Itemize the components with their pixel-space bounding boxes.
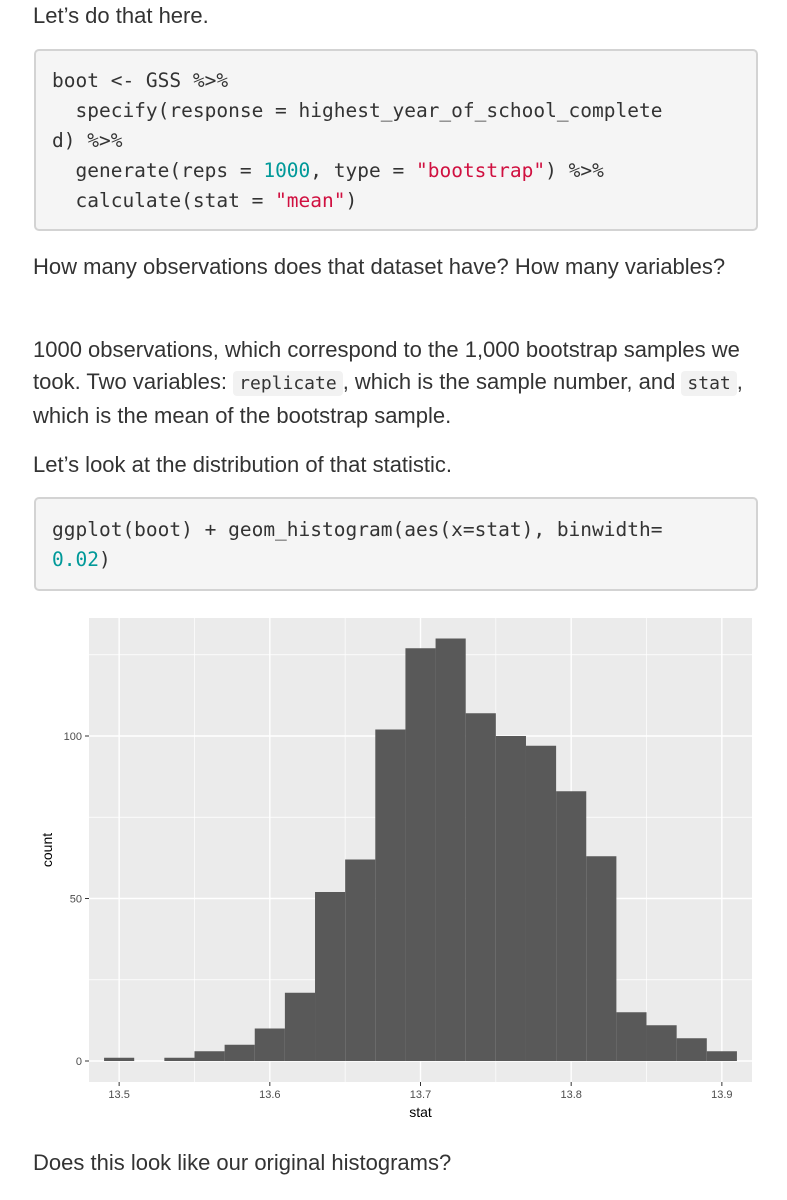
distribution-text: Let’s look at the distribution of that s…	[33, 452, 453, 477]
code-token: generate(reps =	[52, 159, 264, 182]
question-text: How many observations does that dataset …	[33, 254, 726, 279]
code-line: 0.02)	[52, 545, 111, 575]
x-tick-label: 13.7	[410, 1089, 431, 1101]
x-tick-label: 13.5	[108, 1089, 129, 1101]
code-token: calculate(stat =	[52, 189, 276, 212]
histogram-bar	[525, 745, 557, 1061]
histogram-chart: 13.5 13.6 13.7 13.8 13.9 0 50 100 stat count	[39, 618, 752, 1120]
y-axis: 0 50 100	[64, 731, 89, 1068]
answer-text-part: , which is the mean of the bootstrap sam…	[33, 369, 743, 428]
histogram-bar	[375, 729, 406, 1061]
histogram-bar	[556, 791, 587, 1061]
histogram-bar	[224, 1044, 255, 1061]
x-tick-label: 13.8	[560, 1089, 581, 1101]
code-line: ggplot(boot) + geom_histogram(aes(x=stat…	[52, 518, 663, 541]
code-number: 1000	[263, 159, 311, 182]
code-token: , type =	[310, 159, 416, 182]
code-line: generate(reps = 1000, type = "bootstrap"…	[52, 156, 604, 186]
histogram-bar	[495, 736, 526, 1061]
answer-text: 1000 observations, which correspond to t…	[33, 334, 763, 432]
histogram-bar	[676, 1038, 707, 1061]
histogram-bar	[706, 1051, 737, 1061]
code-line: boot <- GSS %>%	[52, 69, 229, 92]
code-string: "bootstrap"	[415, 159, 546, 182]
y-tick-label: 100	[64, 731, 82, 743]
histogram-bar	[616, 1012, 647, 1061]
histogram-bar	[646, 1025, 677, 1061]
inline-code-stat: stat	[681, 371, 737, 396]
code-line: calculate(stat = "mean")	[52, 186, 357, 216]
code-number: 0.02	[52, 548, 99, 571]
x-axis-title: stat	[409, 1104, 432, 1120]
code-line: specify(response = highest_year_of_schoo…	[52, 99, 663, 122]
answer-text-part: , which is the sample number, and	[342, 369, 682, 394]
code-string: "mean"	[275, 189, 346, 212]
code-token: )	[345, 189, 358, 212]
histogram-bar	[315, 892, 346, 1061]
code-token: )	[98, 548, 111, 571]
histogram-bars	[104, 638, 737, 1061]
code-block-ggplot: ggplot(boot) + geom_histogram(aes(x=stat…	[34, 497, 758, 591]
histogram-bar	[284, 992, 316, 1061]
histogram-bar	[586, 856, 617, 1061]
histogram-bar	[435, 638, 466, 1061]
histogram-bar	[194, 1051, 225, 1061]
histogram-bar	[104, 1057, 135, 1061]
code-block-bootstrap: boot <- GSS %>% specify(response = highe…	[34, 49, 758, 231]
y-tick-label: 0	[76, 1056, 82, 1068]
code-line: d) %>%	[52, 129, 123, 152]
histogram-bar	[254, 1028, 285, 1061]
code-token: ) %>%	[545, 159, 604, 182]
answer-text-part: 1000 observations, which correspond to t…	[33, 337, 740, 394]
x-tick-label: 13.9	[711, 1089, 732, 1101]
intro-text: Let’s do that here.	[33, 3, 209, 28]
x-tick-label: 13.6	[259, 1089, 280, 1101]
histogram-bar	[345, 859, 376, 1061]
histogram-bar	[405, 648, 436, 1061]
histogram-bar	[164, 1057, 195, 1061]
y-tick-label: 50	[70, 894, 82, 906]
closing-question-text: Does this look like our original histogr…	[33, 1150, 452, 1175]
y-axis-title: count	[39, 833, 55, 867]
x-axis: 13.5 13.6 13.7 13.8 13.9	[108, 1082, 733, 1101]
histogram-bar	[465, 713, 496, 1061]
inline-code-replicate: replicate	[233, 371, 343, 396]
